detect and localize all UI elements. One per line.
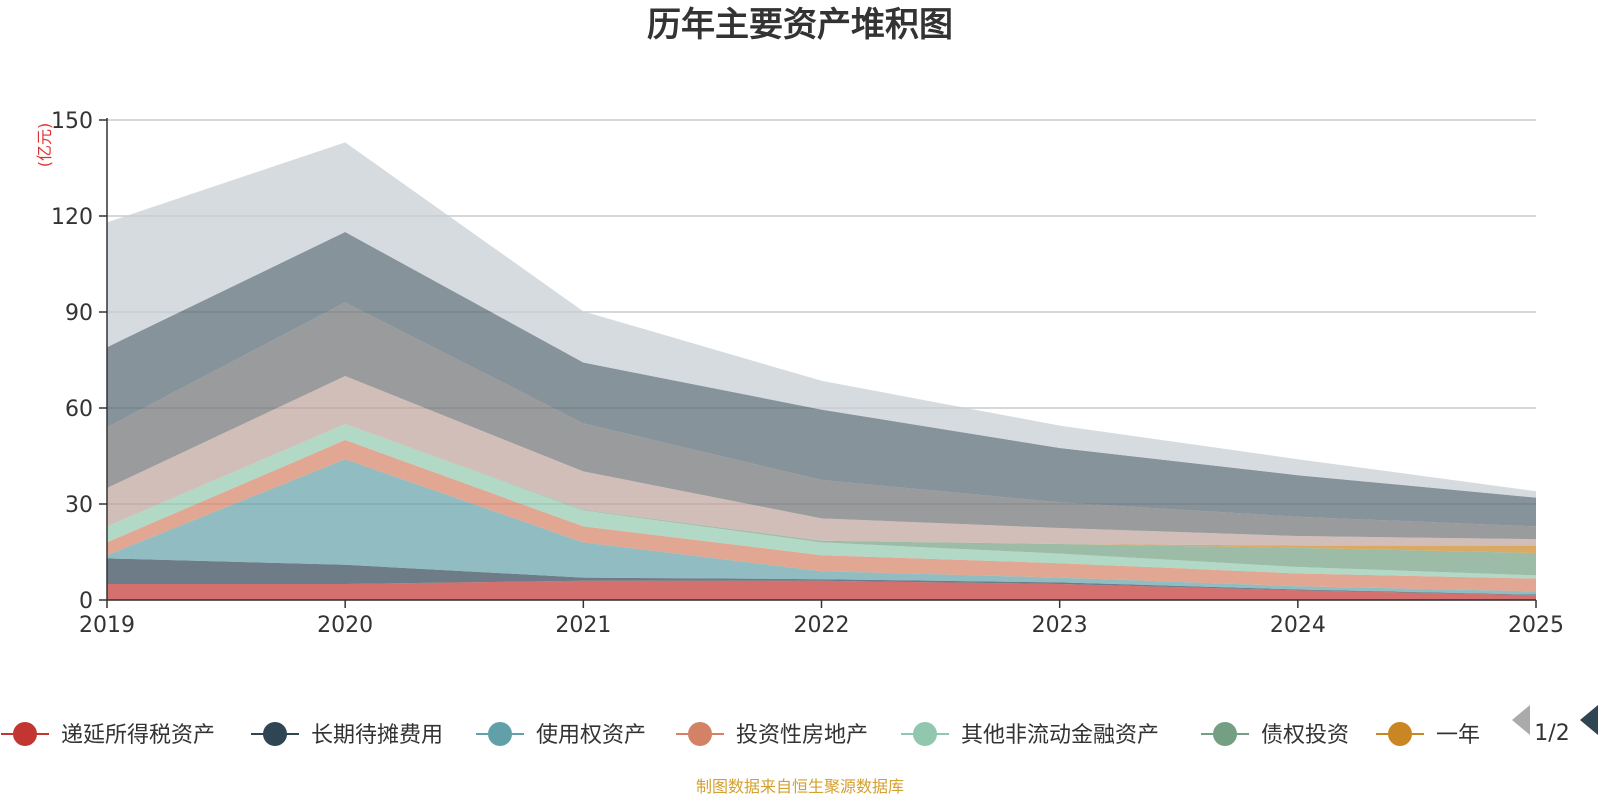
legend-label: 递延所得税资产 [61, 723, 215, 748]
area-series [107, 142, 1536, 600]
y-axis-ticks: 0 30 60 90 120 150 [51, 109, 107, 614]
legend-next-page-button[interactable] [1580, 705, 1598, 735]
legend-label: 一年 [1436, 723, 1480, 748]
x-tick-label: 2022 [794, 613, 850, 638]
legend-marker-icon [1213, 722, 1237, 746]
chevron-right-icon[interactable] [1580, 705, 1598, 735]
x-tick-label: 2023 [1032, 613, 1088, 638]
area-series-9 [107, 302, 1536, 540]
x-tick-label: 2025 [1508, 613, 1564, 638]
legend-prev-page-button[interactable] [1512, 705, 1530, 735]
x-tick-label: 2024 [1270, 613, 1326, 638]
data-source-note: 制图数据来自恒生聚源数据库 [696, 777, 904, 796]
area-series-5 [107, 424, 1536, 579]
legend-label: 投资性房地产 [736, 723, 868, 748]
x-tick-label: 2020 [317, 613, 373, 638]
legend-item[interactable]: 长期待摊费用 [251, 722, 443, 748]
y-tick-label: 30 [65, 493, 93, 518]
y-tick-label: 90 [65, 301, 93, 326]
legend-marker-icon [488, 722, 512, 746]
legend-item[interactable]: 使用权资产 [476, 722, 646, 748]
legend-item[interactable]: 一年 [1376, 722, 1480, 748]
x-tick-label: 2021 [555, 613, 611, 638]
legend-marker-icon [263, 722, 287, 746]
legend: 递延所得税资产 长期待摊费用 使用权资产 投资性房地产 其他非流动金融资产 债权投资 一年 [1, 722, 1480, 748]
legend-marker-icon [688, 722, 712, 746]
y-tick-label: 0 [79, 589, 93, 614]
area-series-6 [107, 424, 1536, 576]
legend-item[interactable]: 递延所得税资产 [1, 722, 215, 748]
y-tick-label: 150 [51, 109, 93, 134]
area-series-3 [107, 459, 1536, 595]
legend-item[interactable]: 债权投资 [1201, 722, 1349, 748]
x-tick-label: 2019 [79, 613, 135, 638]
legend-item[interactable]: 投资性房地产 [676, 722, 868, 748]
legend-marker-icon [913, 722, 937, 746]
x-axis-ticks: 2019 2020 2021 2022 2023 2024 2025 [79, 600, 1564, 638]
area-series-2 [107, 558, 1536, 596]
chart-title: 历年主要资产堆积图 [647, 5, 953, 45]
area-series-11 [107, 142, 1536, 498]
legend-marker-icon [13, 722, 37, 746]
legend-item[interactable]: 其他非流动金融资产 [901, 722, 1159, 748]
area-series-10 [107, 232, 1536, 527]
y-tick-label: 120 [51, 205, 93, 230]
area-series-4 [107, 440, 1536, 592]
legend-label: 使用权资产 [536, 723, 646, 748]
legend-page-indicator: 1/2 [1534, 721, 1569, 746]
legend-label: 债权投资 [1261, 723, 1349, 748]
legend-label: 其他非流动金融资产 [961, 723, 1159, 748]
legend-label: 长期待摊费用 [311, 723, 443, 748]
chevron-left-icon[interactable] [1512, 705, 1530, 735]
area-series-1 [107, 580, 1536, 600]
y-axis-unit-label: (亿元) [35, 123, 54, 168]
y-tick-label: 60 [65, 397, 93, 422]
legend-marker-icon [1388, 722, 1412, 746]
